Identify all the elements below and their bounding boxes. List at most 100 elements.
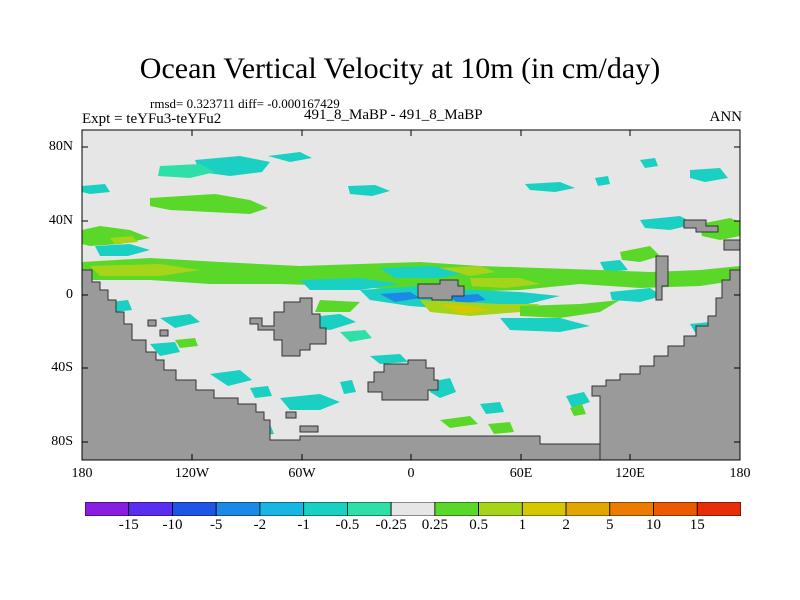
land-island <box>285 411 297 419</box>
field-patch <box>620 246 660 262</box>
lon-tick-label: 120E <box>615 466 645 481</box>
colorbar-swatch <box>696 502 741 516</box>
field-patch <box>600 260 628 272</box>
colorbar-swatch <box>521 502 567 516</box>
colorbar-label: -15 <box>118 517 139 533</box>
field-patch <box>690 168 728 182</box>
field-patch <box>640 216 695 230</box>
lon-tick-label: 180 <box>71 466 93 481</box>
field-patch <box>175 338 198 348</box>
lon-tick-label: 60E <box>509 466 533 481</box>
land-americas <box>82 269 601 460</box>
field-patch <box>440 304 490 314</box>
colorbar-swatch <box>434 502 479 516</box>
field-patch <box>90 264 200 276</box>
field-patch <box>95 244 150 256</box>
field-patch <box>268 152 312 162</box>
colorbar-label: -1 <box>297 517 310 533</box>
field-patch <box>440 416 478 428</box>
land-island <box>249 297 327 357</box>
land-continent <box>367 359 439 401</box>
field-patch <box>525 182 575 192</box>
colorbar-label: 15 <box>689 517 705 533</box>
colorbar-swatch <box>346 502 392 516</box>
colorbar <box>85 502 741 516</box>
lat-tick-label: 0 <box>66 287 73 302</box>
field-patch <box>370 354 408 364</box>
land-island <box>159 329 169 337</box>
colorbar-swatch <box>609 502 654 516</box>
field-patch <box>520 300 620 318</box>
field-patch <box>158 164 215 178</box>
lon-tick-label: 60W <box>288 466 316 481</box>
field-patch <box>570 404 586 416</box>
plot-title: Ocean Vertical Velocity at 10m (in cm/da… <box>139 52 661 85</box>
axis-ticks <box>82 130 740 460</box>
center-label: 491_8_MaBP - 491_8_MaBP <box>304 107 483 123</box>
land-island <box>147 319 157 327</box>
lat-tick-label: 80N <box>48 139 73 154</box>
field-patch <box>340 380 356 394</box>
colorbar-swatch <box>259 502 305 516</box>
field-patch <box>110 236 138 244</box>
land-island <box>417 279 465 301</box>
field-patch <box>150 194 268 214</box>
colorbar-swatch <box>653 502 698 516</box>
colorbar-label: -10 <box>162 517 183 533</box>
field-patch <box>610 288 662 302</box>
experiment-label: Expt = teYFu3-teYFu2 <box>82 111 222 127</box>
lon-tick-label: 120W <box>174 466 210 481</box>
colorbar-swatch <box>215 502 261 516</box>
field-patch <box>595 176 610 186</box>
land-peninsula <box>655 255 669 301</box>
lon-tick-label: 180 <box>729 466 751 481</box>
season-label: ANN <box>709 109 743 125</box>
field-patch <box>300 278 400 290</box>
field-patch <box>210 370 252 386</box>
lat-tick-label: 80S <box>51 434 73 449</box>
colorbar-label: -2 <box>253 517 267 533</box>
field-patch <box>195 156 270 176</box>
field-patch <box>700 218 740 240</box>
stats-label: rmsd= 0.323711 diff= -0.000167429 <box>150 96 340 111</box>
field-patch <box>440 266 495 276</box>
land-island <box>723 239 740 251</box>
colorbar-swatch <box>172 502 217 516</box>
colorbar-swatch <box>128 502 173 516</box>
land-island <box>299 425 319 433</box>
lat-tick-label: 40N <box>48 213 73 228</box>
colorbar-label: 10 <box>646 517 662 533</box>
colorbar-label: 1 <box>518 517 527 533</box>
field-patch <box>340 330 372 342</box>
colorbar-label: 5 <box>606 517 614 533</box>
colorbar-label: -0.25 <box>375 517 407 533</box>
colorbar-label: 0.25 <box>421 517 448 533</box>
field-patch <box>480 402 504 414</box>
colorbar-label: 2 <box>562 517 570 533</box>
field-patch <box>82 184 110 194</box>
field-patch <box>380 292 420 302</box>
field-patch <box>488 422 514 434</box>
field-patch <box>348 185 390 196</box>
colorbar-swatch <box>390 502 436 516</box>
field-patch <box>315 300 360 312</box>
field-patch <box>150 342 180 356</box>
land-island <box>683 219 719 233</box>
colorbar-swatch <box>303 502 348 516</box>
land-africa <box>591 269 740 460</box>
field-patch <box>280 394 340 410</box>
colorbar-label: -5 <box>209 517 223 533</box>
colorbar-swatch <box>85 502 130 516</box>
field-patch <box>250 386 272 398</box>
lon-tick-label: 0 <box>407 466 415 481</box>
field-patch <box>566 392 590 408</box>
colorbar-swatch <box>478 502 523 516</box>
colorbar-swatch <box>565 502 611 516</box>
field-patch <box>640 158 658 168</box>
field-patch <box>160 314 200 328</box>
field-patch <box>470 278 540 288</box>
field-patch <box>500 318 590 332</box>
lat-tick-label: 40S <box>51 360 73 375</box>
colorbar-label: -0.5 <box>335 517 360 533</box>
